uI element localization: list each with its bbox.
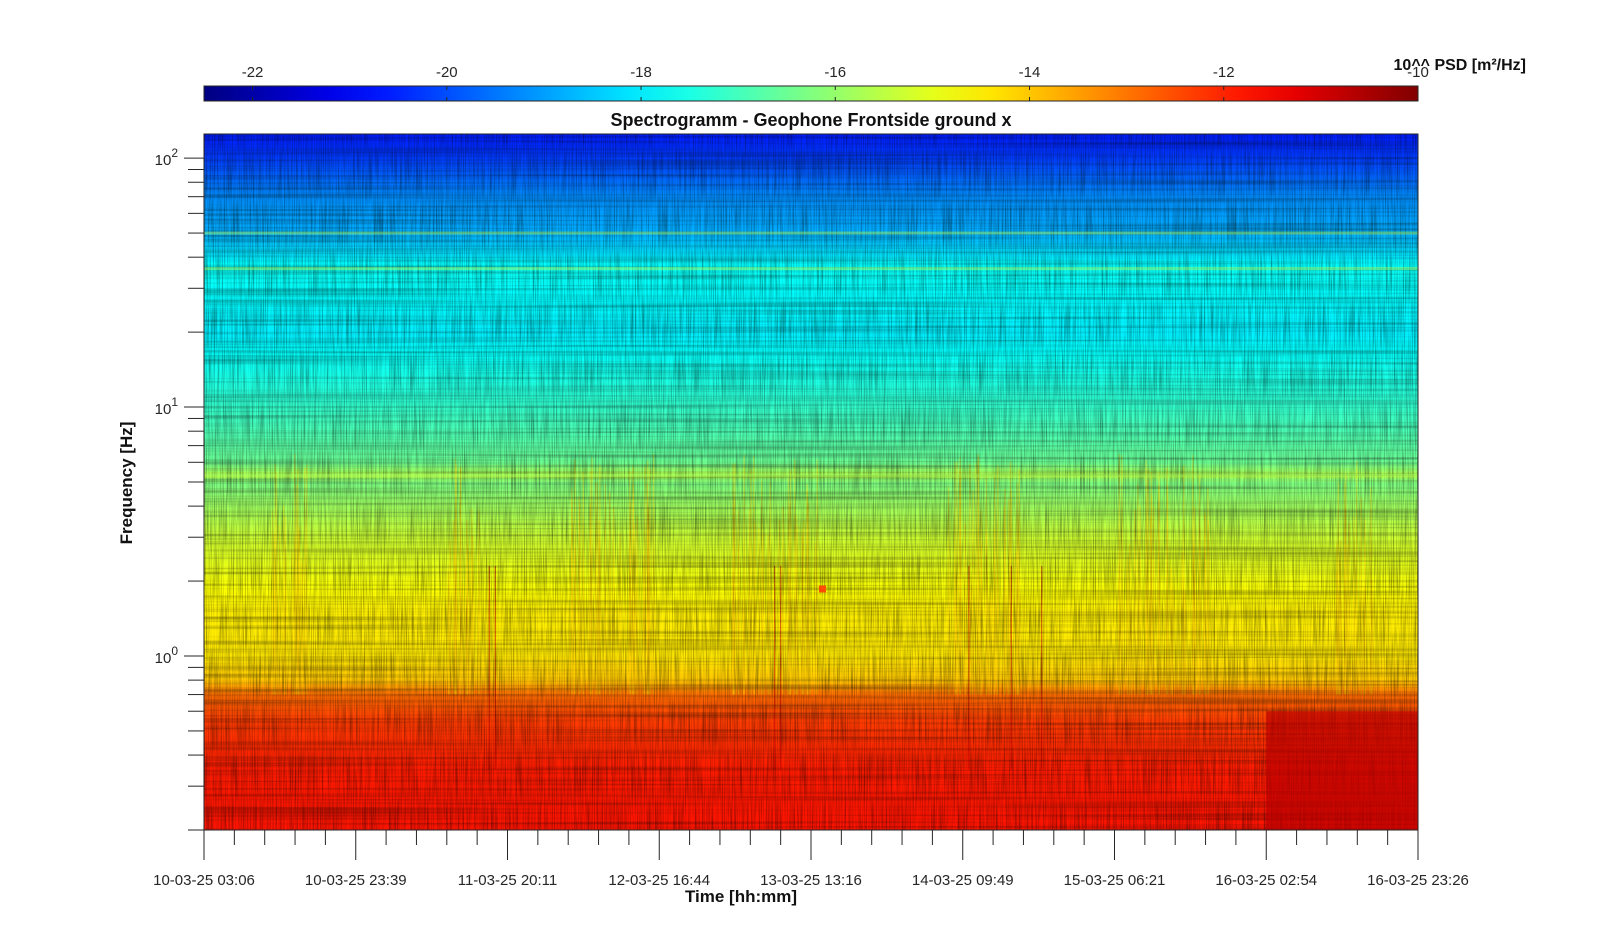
heatmap-hotspot xyxy=(1266,711,1418,830)
heatmap-band xyxy=(204,231,1418,235)
colorbar-tick-label: -12 xyxy=(1213,64,1235,81)
heatmap-spot xyxy=(819,585,826,593)
colorbar-gradient xyxy=(203,85,1419,102)
x-axis: 10-03-25 03:06 10-03-25 23:39 11-03-25 20:… xyxy=(153,830,1469,889)
y-tick-label: 101 xyxy=(155,395,179,418)
x-tick-label: 10-03-25 03:06 xyxy=(153,872,255,889)
colorbar-tick-label: -10 xyxy=(1407,64,1429,81)
x-axis-label: Time [hh:mm] xyxy=(685,887,797,906)
x-tick-label: 13-03-25 13:16 xyxy=(760,872,862,889)
x-tick-label: 12-03-25 16:44 xyxy=(608,872,710,889)
plot-area xyxy=(204,134,1418,830)
x-tick-label: 10-03-25 23:39 xyxy=(305,872,407,889)
heatmap-band xyxy=(204,267,1418,271)
y-axis: 100 101 102 xyxy=(155,146,204,831)
x-tick-label: 15-03-25 06:21 xyxy=(1064,872,1166,889)
colorbar-label: 10^^ PSD [m²/Hz] xyxy=(1394,57,1526,74)
colorbar-tick-label: -16 xyxy=(824,64,846,81)
heatmap-band xyxy=(204,474,1418,478)
chart-title: Spectrogramm - Geophone Frontside ground… xyxy=(610,110,1011,130)
x-tick-label: 11-03-25 20:11 xyxy=(458,872,558,889)
y-tick-label: 100 xyxy=(155,644,179,667)
colorbar-tick-label: -20 xyxy=(436,64,458,81)
heatmap-band-noise xyxy=(204,134,1418,830)
x-tick-label: 16-03-25 02:54 xyxy=(1215,872,1317,889)
x-tick-label: 14-03-25 09:49 xyxy=(912,872,1014,889)
colorbar-tick-label: -22 xyxy=(242,64,264,81)
colorbar-tick-label: -18 xyxy=(630,64,652,81)
y-axis-label: Frequency [Hz] xyxy=(117,422,136,545)
x-tick-label: 16-03-25 23:26 xyxy=(1367,872,1469,889)
colorbar-tick-label: -14 xyxy=(1019,64,1041,81)
y-tick-label: 102 xyxy=(155,146,179,169)
